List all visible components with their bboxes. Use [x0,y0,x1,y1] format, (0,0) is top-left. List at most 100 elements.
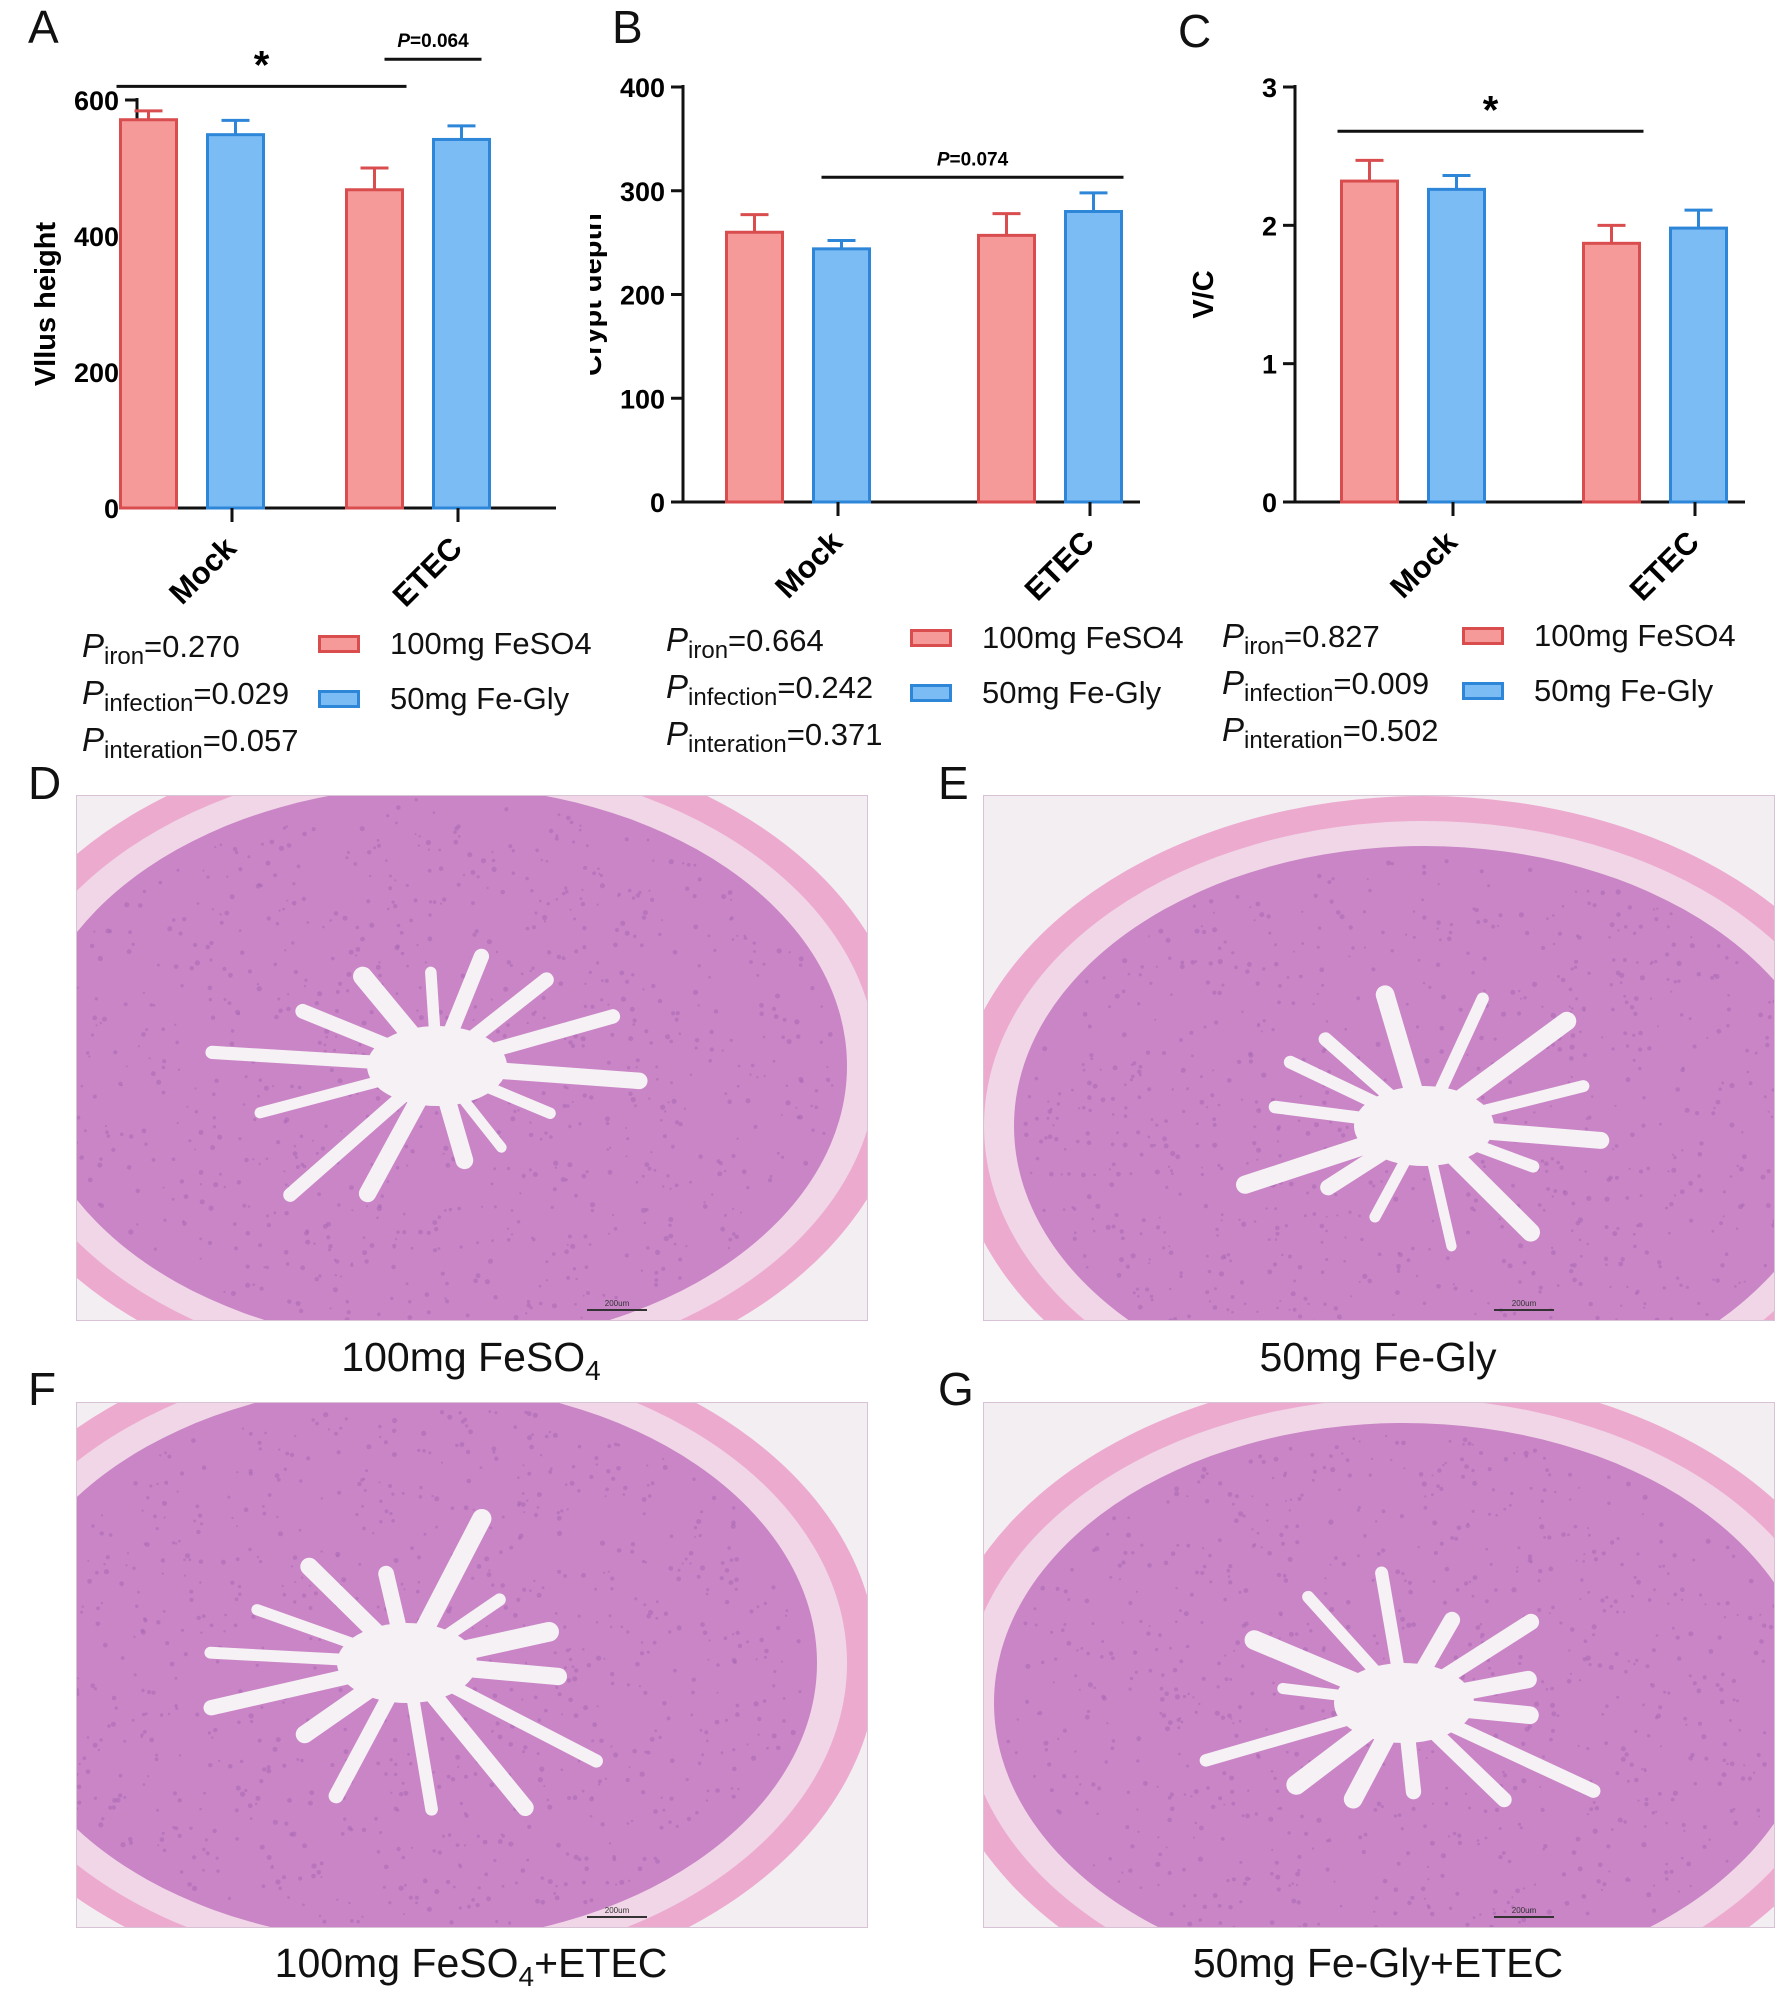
cell-nucleus [693,924,699,930]
cell-nucleus [1473,1198,1478,1203]
cell-nucleus [362,1236,366,1239]
cell-nucleus [668,1223,672,1227]
cell-nucleus [1632,1232,1636,1236]
cell-nucleus [86,1736,90,1739]
cell-nucleus [1468,1806,1471,1810]
cell-nucleus [300,1265,306,1271]
y-tick-label: 0 [650,488,665,518]
cell-nucleus [1420,1886,1426,1892]
cell-nucleus [1629,1762,1634,1767]
stat-iron-a: Piron=0.270 [82,627,240,670]
cell-nucleus [248,1469,253,1474]
cell-nucleus [736,934,739,937]
cell-nucleus [1125,1264,1130,1269]
cell-nucleus [442,897,447,902]
cell-nucleus [1665,1206,1668,1210]
cell-nucleus [1452,1283,1455,1286]
cell-nucleus [437,1247,441,1250]
cell-nucleus [1348,955,1351,958]
cell-nucleus [1283,1578,1289,1583]
cell-nucleus [541,1586,545,1590]
cell-nucleus [396,1808,400,1812]
cell-nucleus [776,948,782,954]
cell-nucleus [700,1622,705,1627]
cell-nucleus [1683,1716,1688,1721]
cell-nucleus [1711,1229,1715,1233]
cell-nucleus [171,918,176,922]
cell-nucleus [192,1855,197,1860]
cell-nucleus [1042,1046,1048,1052]
cell-nucleus [1314,1122,1319,1128]
cell-nucleus [484,1556,490,1562]
cell-nucleus [1431,1802,1435,1805]
cell-nucleus [1251,1528,1254,1531]
cell-nucleus [199,1807,202,1811]
cell-nucleus [1688,1755,1693,1761]
cell-nucleus [732,1748,736,1752]
cell-nucleus [1444,859,1449,864]
cell-nucleus [1267,1551,1272,1556]
cell-nucleus [1140,1543,1144,1547]
cell-nucleus [1101,1640,1105,1643]
cell-nucleus [445,1163,451,1168]
cell-nucleus [568,1697,573,1703]
cell-nucleus [588,970,592,974]
cell-nucleus [1401,1572,1405,1576]
cell-nucleus [598,872,601,875]
cell-nucleus [215,1659,220,1664]
cell-nucleus [1316,945,1320,949]
cell-nucleus [284,1821,289,1826]
cell-nucleus [743,936,748,940]
cell-nucleus [138,903,143,908]
cell-nucleus [757,1733,760,1736]
cell-nucleus [1274,1207,1278,1211]
cell-nucleus [1183,1793,1187,1796]
cell-nucleus [1432,1520,1438,1526]
cell-nucleus [149,1003,154,1007]
cell-nucleus [142,1783,146,1786]
cell-nucleus [1062,1774,1067,1779]
cell-nucleus [727,1246,731,1250]
cell-nucleus [488,1410,492,1414]
cell-nucleus [570,1043,576,1049]
x-tick-label: Mock [1383,524,1464,605]
cell-nucleus [432,900,437,904]
cell-nucleus [1081,1172,1086,1178]
cell-nucleus [386,907,390,911]
cell-nucleus [1657,1260,1662,1265]
cell-nucleus [580,1316,583,1319]
cell-nucleus [1568,987,1573,992]
cell-nucleus [287,993,290,996]
cell-nucleus [1608,1665,1614,1670]
cell-nucleus [1692,1681,1697,1686]
cell-nucleus [1583,1639,1588,1643]
cell-nucleus [1739,1166,1744,1172]
cell-nucleus [1564,1900,1570,1906]
legend-swatch-blue [910,683,952,702]
cell-nucleus [1241,1221,1247,1227]
cell-nucleus [508,1921,512,1925]
cell-nucleus [1628,1167,1631,1170]
cell-nucleus [202,1847,206,1852]
cell-nucleus [392,1243,397,1248]
cell-nucleus [369,1010,374,1015]
cell-nucleus [90,1683,95,1688]
cell-nucleus [294,1581,297,1583]
cell-nucleus [278,909,281,912]
cell-nucleus [207,1731,211,1735]
cell-nucleus [610,1587,614,1591]
cell-nucleus [1356,996,1361,1001]
cell-nucleus [439,902,443,905]
cell-nucleus [1406,1258,1411,1263]
cell-nucleus [1740,1776,1746,1781]
cell-nucleus [681,1562,684,1565]
cell-nucleus [590,1202,596,1208]
cell-nucleus [510,1209,514,1212]
cell-nucleus [1424,1058,1430,1064]
cell-nucleus [1726,1024,1730,1028]
cell-nucleus [660,1119,663,1122]
cell-nucleus [1772,999,1774,1004]
cell-nucleus [1658,1264,1662,1269]
cell-nucleus [199,1199,205,1205]
cell-nucleus [244,1788,248,1793]
